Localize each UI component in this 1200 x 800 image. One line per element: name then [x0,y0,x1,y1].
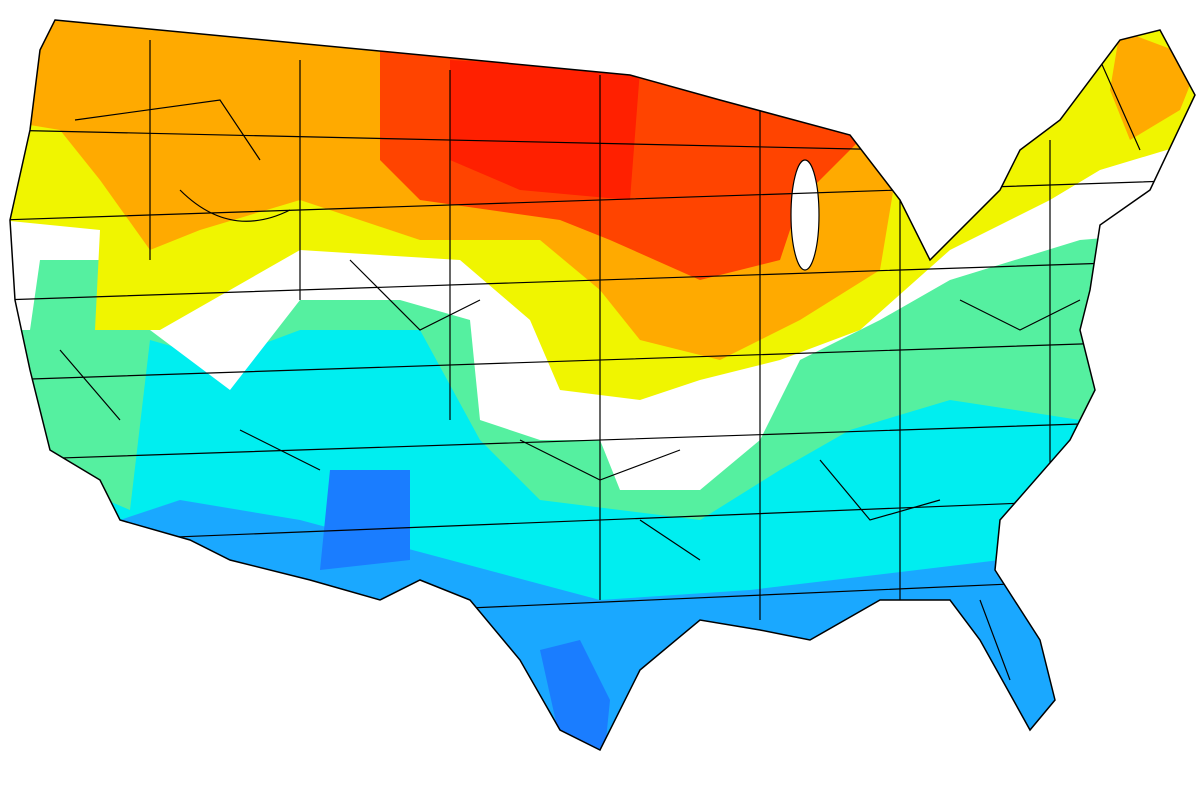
region-deep-blue [540,640,610,750]
lake [790,159,820,271]
region-deep-blue [320,470,410,570]
region-orange [1110,30,1195,140]
us-outline [9,19,1196,752]
region-deep-red [450,60,640,200]
divisions [10,40,1195,681]
